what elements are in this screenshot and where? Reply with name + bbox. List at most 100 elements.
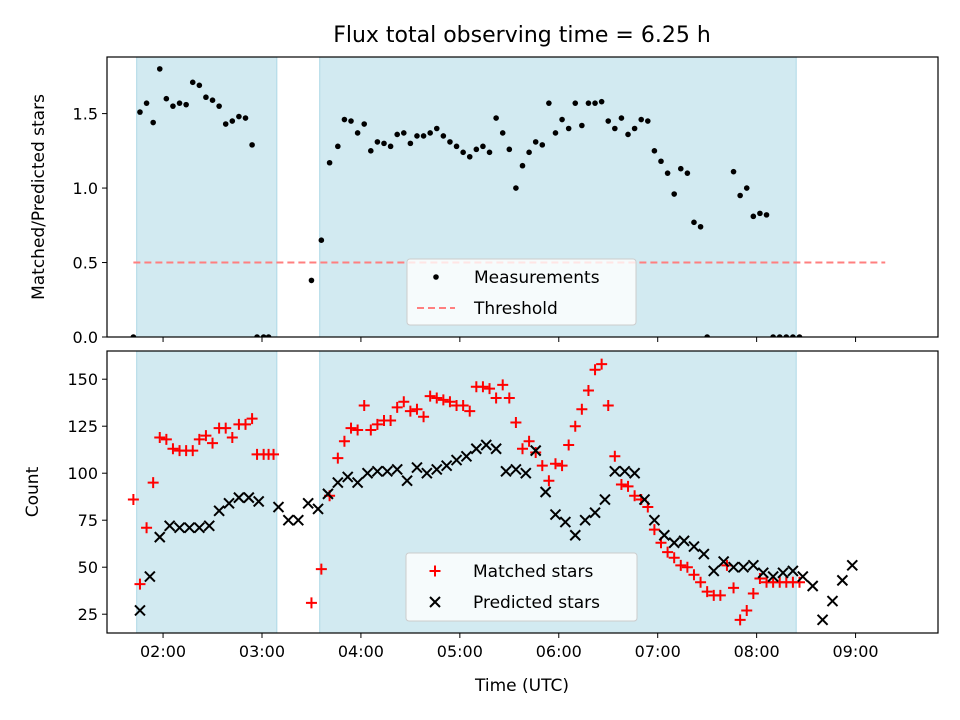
predicted-stars-point xyxy=(529,444,542,457)
measurements-point xyxy=(196,82,203,89)
predicted-stars-point xyxy=(787,565,799,577)
matched-stars-point xyxy=(411,403,423,415)
x-tick-label: 07:00 xyxy=(635,642,681,661)
matched-stars-point xyxy=(477,381,489,393)
y-tick-label: 1.5 xyxy=(73,105,98,124)
measurements-point xyxy=(170,103,176,109)
measurements-point xyxy=(354,130,361,136)
measurements-point xyxy=(222,121,229,127)
measurements-point xyxy=(447,139,453,145)
shaded-interval-1 xyxy=(136,56,278,338)
predicted-stars-point xyxy=(440,459,453,472)
measurements-point xyxy=(625,131,631,138)
predicted-stars-point xyxy=(154,531,166,543)
measurements-point xyxy=(704,334,710,337)
matched-stars-point xyxy=(431,392,443,404)
measurements-point xyxy=(763,212,770,218)
measurements-point xyxy=(361,121,368,127)
predicted-stars-point xyxy=(609,465,621,478)
matched-stars-point xyxy=(668,552,680,564)
measurements-point xyxy=(473,146,480,153)
measurements-point xyxy=(318,237,325,243)
measurements-point xyxy=(651,148,658,154)
x-tick-label: 04:00 xyxy=(338,642,384,661)
predicted-stars-point xyxy=(233,491,245,504)
matched-stars-point xyxy=(127,494,139,506)
y-tick-label: 125 xyxy=(67,417,98,436)
predicted-stars-point xyxy=(163,520,176,532)
matched-stars-point xyxy=(167,443,179,455)
predicted-stars-point xyxy=(539,486,552,498)
matched-stars-point xyxy=(147,477,159,489)
measurements-point xyxy=(770,334,776,337)
y-tick-label: 0.0 xyxy=(73,328,98,347)
predicted-stars-point xyxy=(628,467,641,479)
measurements-point xyxy=(150,119,156,126)
measurements-point xyxy=(757,210,763,217)
measurements-point xyxy=(565,125,572,132)
measurements-point xyxy=(658,158,664,165)
measurements-point xyxy=(254,334,260,337)
legend-marker-predicted-stars xyxy=(429,596,441,608)
matched-stars-point xyxy=(582,384,594,396)
predicted-stars-point xyxy=(658,529,671,541)
measurements-point xyxy=(513,185,519,191)
measurements-point xyxy=(559,116,565,123)
matched-stars-point xyxy=(187,445,199,457)
measurements-point xyxy=(420,133,427,139)
measurements-point xyxy=(394,131,400,138)
matched-stars-point xyxy=(226,431,238,443)
matched-stars-point xyxy=(629,490,641,502)
matched-stars-point xyxy=(688,569,700,581)
measurements-point xyxy=(341,116,348,123)
y-axis-label: Count xyxy=(23,466,43,517)
matched-stars-point xyxy=(444,396,456,408)
matched-stars-point xyxy=(365,424,377,436)
measurements-point xyxy=(407,140,414,147)
measurements-point xyxy=(526,149,532,156)
predicted-stars-point xyxy=(826,595,839,607)
predicted-stars-point xyxy=(678,535,690,547)
matched-stars-point xyxy=(391,401,403,413)
matched-stars-point xyxy=(523,435,535,447)
predicted-stars-point xyxy=(638,493,651,506)
predicted-stars-point xyxy=(836,574,849,587)
matched-stars-point xyxy=(734,614,746,626)
measurements-point xyxy=(176,100,183,106)
y-tick-label: 75 xyxy=(78,511,98,530)
measurements-point xyxy=(387,143,394,150)
predicted-stars-point xyxy=(569,529,581,541)
matched-stars-point xyxy=(464,405,476,417)
measurements-point xyxy=(671,191,677,197)
matched-stars-point xyxy=(662,546,674,558)
measurements-point xyxy=(265,334,272,337)
matched-stars-point xyxy=(315,563,327,575)
measurements-point xyxy=(506,146,513,153)
predicted-stars-point xyxy=(757,567,769,579)
measurements-point xyxy=(249,142,255,148)
measurements-point xyxy=(750,213,757,220)
legend-marker-matched-stars xyxy=(429,565,441,577)
legend: Matched stars Predicted stars xyxy=(405,552,638,622)
measurements-point xyxy=(579,122,585,129)
matched-stars-point xyxy=(160,433,172,445)
predicted-stars-point xyxy=(411,461,423,474)
measurements-point xyxy=(374,139,381,145)
y-tick-label: 0.5 xyxy=(73,254,98,273)
matched-stars-point xyxy=(543,475,555,487)
predicted-stars-point xyxy=(332,476,344,489)
plot-frame xyxy=(106,350,939,634)
matched-stars-point xyxy=(563,439,575,451)
measurements-point xyxy=(480,143,486,150)
predicted-stars-point xyxy=(767,570,779,583)
legend: Measurements Threshold xyxy=(406,258,637,326)
predicted-stars-point xyxy=(490,443,502,455)
predicted-stars-point xyxy=(589,506,601,519)
predicted-stars-point xyxy=(371,465,384,478)
matched-stars-point xyxy=(207,437,219,449)
y-axis-label: Matched/Predicted stars xyxy=(29,94,49,300)
matched-stars-point xyxy=(141,522,153,534)
matched-stars-point xyxy=(714,589,726,601)
measurements-point xyxy=(776,334,783,337)
